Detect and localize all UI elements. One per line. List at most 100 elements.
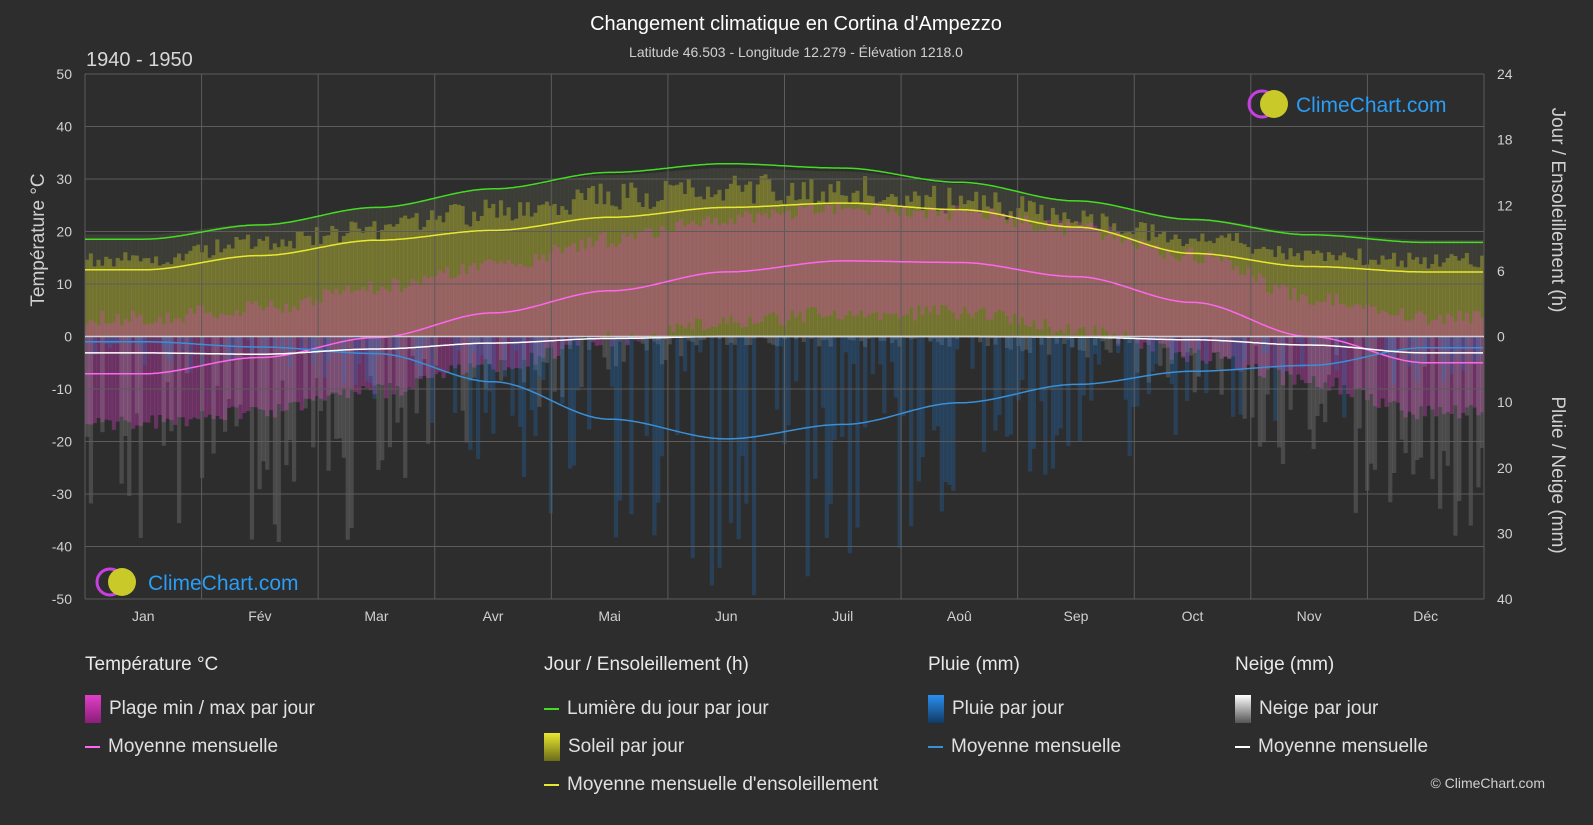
daylight-bar [1039, 197, 1044, 337]
rain-bar [1334, 336, 1339, 371]
daylight-bar [1016, 192, 1021, 337]
daylight-bar [736, 168, 741, 337]
sunshine-bar [886, 197, 891, 337]
daylight-bar [920, 180, 925, 337]
sunshine-bar [1227, 233, 1232, 337]
sunshine-bar [1357, 248, 1362, 337]
snow-bar [1422, 336, 1427, 367]
daylight-bar [272, 223, 278, 337]
temp-range-bar [801, 207, 806, 323]
sunshine-bar [146, 258, 151, 337]
snow-bar [1085, 336, 1090, 358]
logo-sun-icon [108, 568, 136, 596]
temp-range-bar [866, 215, 872, 315]
daylight-bar [199, 229, 205, 337]
rain-bar [587, 336, 592, 430]
temp-range-bar [1353, 304, 1358, 390]
daylight-bar [368, 207, 373, 337]
sunshine-bar [1411, 259, 1416, 337]
snow-bar [395, 336, 400, 423]
snow-bar [372, 336, 377, 386]
legend-item: Pluie par jour [928, 690, 1121, 728]
brand-logo-bottom[interactable]: ClimeChart.com [95, 567, 299, 597]
daylight-line [85, 162, 1483, 244]
snow-bar [475, 336, 481, 345]
snow-bar [521, 336, 527, 383]
temp-range-bar [932, 207, 937, 306]
sunshine-bar [1246, 247, 1251, 337]
sunshine-bar [935, 210, 941, 337]
rain-bar [625, 336, 630, 344]
temp-range-bar [1461, 320, 1466, 413]
daylight-bar [353, 208, 358, 337]
temp-range-bar [993, 212, 998, 313]
sunshine-bar [311, 245, 316, 337]
temp-range-bar [1070, 226, 1075, 335]
snow-bar [652, 336, 657, 342]
temp-range-bar [226, 314, 232, 408]
rain-bar [533, 336, 538, 437]
rain-bar [1231, 336, 1236, 417]
daylight-bar [686, 169, 691, 337]
rain-bar [928, 336, 933, 341]
daylight-bar [564, 179, 569, 337]
sunshine-bar [1418, 264, 1424, 337]
temp-range-bar [928, 207, 933, 313]
rain-bar [518, 336, 523, 428]
daylight-bar [1066, 200, 1071, 337]
snow-bar [690, 336, 695, 342]
daylight-bar [656, 172, 661, 337]
axes: 50 40 30 20 10 0 -10 -20 -30 -40 -50 24 18 12 6 0 10 20 30… [52, 66, 1513, 624]
daylight-bar [1430, 239, 1435, 337]
daylight-bar [606, 174, 611, 337]
temp-range-bar [939, 210, 944, 306]
daylight-bar [1357, 235, 1362, 337]
rain-bar [920, 336, 925, 458]
sunshine-bar [403, 215, 408, 337]
temp-range-bar [410, 278, 416, 390]
daylight-bar [797, 170, 803, 337]
rain-bar [993, 336, 998, 431]
temp-range-bar [763, 213, 768, 316]
temp-range-bar [1154, 245, 1159, 342]
sunshine-bar [510, 220, 515, 337]
daylight-bar [1411, 239, 1416, 337]
daylight-bar [1342, 233, 1347, 337]
rain-bar [659, 336, 665, 457]
sunshine-bar [1031, 202, 1036, 337]
daylight-bar [751, 168, 757, 337]
snow-bar [679, 336, 684, 357]
snow-bar [824, 336, 829, 340]
rain-bar [199, 336, 205, 367]
rain-bar [1039, 336, 1044, 402]
snow-bar [928, 336, 933, 342]
snow-bar [1388, 336, 1393, 503]
sunshine-bar [912, 191, 918, 337]
rain-bar [234, 336, 239, 343]
temp-range-bar [797, 204, 803, 313]
sunshine-bar [1146, 240, 1151, 337]
daylight-bar [1177, 217, 1182, 337]
temp-range-bar [265, 306, 270, 417]
temp-range-bar [211, 316, 216, 420]
temp-range-bar [441, 272, 446, 379]
rain-bar [1043, 336, 1048, 475]
snow-bar [659, 336, 665, 365]
temp-range-bar [1303, 296, 1309, 384]
daylight-bar [498, 189, 504, 337]
daylight-bar [970, 184, 975, 337]
snow-bar [774, 336, 780, 347]
sunshine-bar [1104, 216, 1109, 337]
daylight-bar [1089, 201, 1094, 337]
snow-bar [376, 336, 381, 470]
brand-logo-top[interactable]: ClimeChart.com [1247, 89, 1447, 119]
snow-bar [1127, 336, 1132, 344]
rain-bar [1173, 336, 1178, 436]
sunshine-bar [970, 201, 975, 337]
temp-range-bar [824, 205, 829, 317]
sunshine-bar [556, 215, 561, 337]
daylight-bar [334, 211, 339, 337]
sunshine-bar [633, 187, 638, 337]
temp-range-bar [613, 246, 619, 340]
legend-label: Lumière du jour par jour [567, 698, 769, 719]
